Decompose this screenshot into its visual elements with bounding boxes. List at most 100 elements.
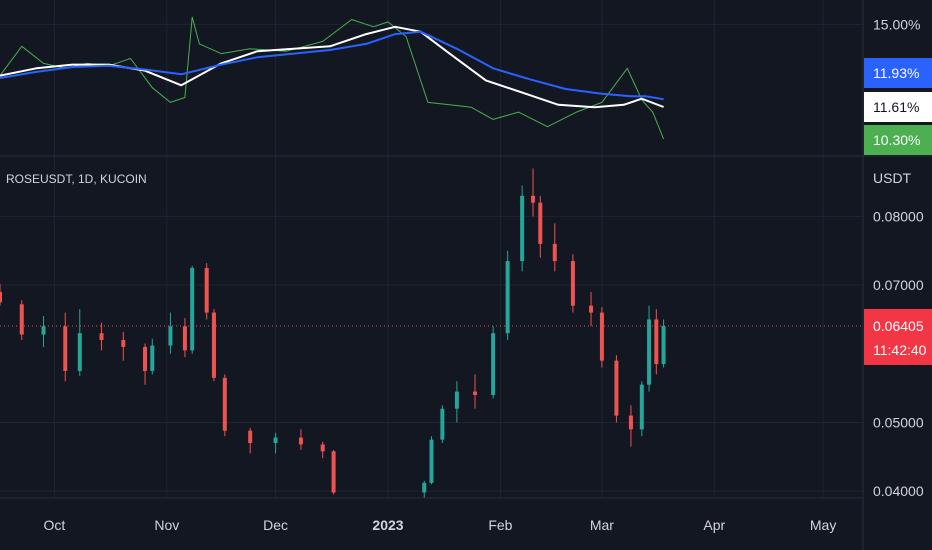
time-tick-label[interactable]: Oct [44,517,66,533]
candle-body [150,345,155,371]
last-price-badge [864,308,932,365]
candle[interactable] [273,432,278,454]
candle-series[interactable] [0,168,666,498]
candle[interactable] [628,405,633,447]
candle-body [491,333,496,395]
candle-body [531,195,536,203]
candle-body [661,325,666,365]
time-tick-label[interactable]: Dec [263,517,288,533]
candle-body [589,305,594,313]
candle[interactable] [150,338,155,375]
candle[interactable] [41,316,46,347]
candle-body [628,415,633,430]
candle-body [211,312,216,378]
candle[interactable] [222,374,227,437]
candle[interactable] [589,291,594,327]
candle-body [505,261,510,334]
price-pane[interactable] [0,168,666,498]
candle[interactable] [298,429,303,450]
candle[interactable] [331,449,336,495]
candle[interactable] [63,312,68,382]
candle[interactable] [661,319,666,368]
candle[interactable] [647,305,652,392]
countdown-label: 11:42:40 [873,342,927,358]
price-tick-label[interactable]: 0.04000 [873,483,924,499]
candle-body [19,304,24,335]
candle-body [429,439,434,483]
candle[interactable] [182,318,187,358]
candle[interactable] [531,168,536,217]
candle[interactable] [0,283,2,306]
candle[interactable] [454,381,459,423]
candle-body [320,444,325,452]
candle[interactable] [552,223,557,272]
last-price-label: 0.06405 [873,318,924,334]
candle[interactable] [570,254,575,313]
candle[interactable] [204,263,209,320]
candle-body [440,408,445,440]
candle-body [647,319,652,385]
candle[interactable] [429,436,434,485]
time-tick-label[interactable]: May [810,517,836,533]
price-tick-label[interactable]: 0.08000 [873,208,924,224]
candle-body [0,291,2,303]
candle-body [182,326,187,351]
time-tick-label[interactable]: Mar [590,517,614,533]
grid-layer [0,0,863,498]
indicator-value-badge [864,125,932,155]
time-tick-label[interactable]: Nov [154,517,179,533]
indicator-tick-label[interactable]: 15.00% [873,16,920,32]
time-tick-label[interactable]: Apr [703,517,725,533]
candle-body [538,202,543,244]
candle-body [222,377,227,431]
candle[interactable] [168,312,173,354]
price-tick-label[interactable]: 0.07000 [873,277,924,293]
time-tick-label[interactable]: 2023 [372,517,403,533]
candle-body [654,319,659,365]
axis-layer[interactable]: Oct Nov Dec 2023 Feb Mar Apr May 0.08000 0.07000 0… [44,16,924,533]
candle-body [552,243,557,262]
candle[interactable] [639,381,644,437]
candle-body [168,326,173,346]
price-tick-label[interactable]: 0.05000 [873,414,924,430]
candle[interactable] [440,405,445,444]
candle[interactable] [491,326,496,399]
candle-body [248,430,253,444]
indicator-value-label: 11.61% [873,99,919,115]
candle[interactable] [614,355,619,423]
indicator-value-label: 10.30% [873,132,920,148]
candle-body [63,326,68,371]
indicator-value-badge [864,58,932,88]
candle[interactable] [422,480,427,498]
indicator-pane[interactable] [0,16,665,140]
candle[interactable] [248,427,253,454]
indicator-line[interactable] [0,30,664,101]
candle-body [331,451,336,493]
candle[interactable] [599,307,604,368]
candle[interactable] [505,250,510,341]
candle[interactable] [143,343,148,385]
candle[interactable] [538,195,543,258]
candle[interactable] [654,309,659,375]
candle[interactable] [121,331,126,361]
indicator-value-badge [864,92,932,122]
candle[interactable] [473,374,478,409]
candle-body [454,391,459,409]
candle[interactable] [520,185,525,272]
candle-body [473,391,478,395]
candle-body [190,267,195,351]
candle[interactable] [190,265,195,354]
candle-body [639,384,644,430]
candle[interactable] [320,441,325,459]
candle[interactable] [77,309,82,376]
candle-body [41,326,46,335]
candle-body [614,360,619,416]
time-tick-label[interactable]: Feb [488,517,512,533]
candle[interactable] [99,322,104,351]
candle[interactable] [211,309,216,382]
candle-body [599,312,604,361]
candle[interactable] [19,300,24,341]
